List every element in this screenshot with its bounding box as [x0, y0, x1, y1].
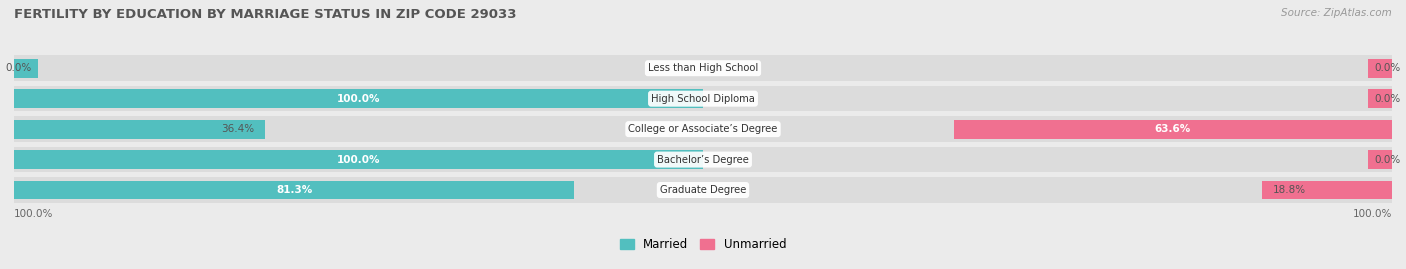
Bar [1263, 180, 1392, 200]
Text: FERTILITY BY EDUCATION BY MARRIAGE STATUS IN ZIP CODE 29033: FERTILITY BY EDUCATION BY MARRIAGE STATU… [14, 8, 516, 21]
Bar [14, 177, 1392, 203]
Bar [14, 86, 1392, 111]
Text: 100.0%: 100.0% [14, 209, 53, 219]
Text: 0.0%: 0.0% [6, 63, 31, 73]
Bar [14, 120, 264, 139]
Text: Graduate Degree: Graduate Degree [659, 185, 747, 195]
Text: 100.0%: 100.0% [337, 94, 380, 104]
Legend: Married, Unmarried: Married, Unmarried [614, 233, 792, 256]
Bar [14, 55, 1392, 81]
Text: 0.0%: 0.0% [1375, 155, 1400, 165]
Text: 81.3%: 81.3% [276, 185, 312, 195]
Bar [14, 147, 1392, 172]
Bar [1368, 150, 1392, 169]
Text: 0.0%: 0.0% [1375, 94, 1400, 104]
Text: 100.0%: 100.0% [337, 155, 380, 165]
Bar [14, 180, 574, 200]
Bar [14, 89, 703, 108]
Bar [14, 116, 1392, 142]
Text: College or Associate’s Degree: College or Associate’s Degree [628, 124, 778, 134]
Text: 18.8%: 18.8% [1272, 185, 1306, 195]
Bar [953, 120, 1392, 139]
Text: Less than High School: Less than High School [648, 63, 758, 73]
Bar [14, 150, 703, 169]
Text: Bachelor’s Degree: Bachelor’s Degree [657, 155, 749, 165]
Text: High School Diploma: High School Diploma [651, 94, 755, 104]
Text: 63.6%: 63.6% [1154, 124, 1191, 134]
Text: 0.0%: 0.0% [1375, 63, 1400, 73]
Text: Source: ZipAtlas.com: Source: ZipAtlas.com [1281, 8, 1392, 18]
Bar [14, 59, 38, 78]
Text: 100.0%: 100.0% [1353, 209, 1392, 219]
Bar [1368, 59, 1392, 78]
Text: 36.4%: 36.4% [221, 124, 254, 134]
Bar [1368, 89, 1392, 108]
